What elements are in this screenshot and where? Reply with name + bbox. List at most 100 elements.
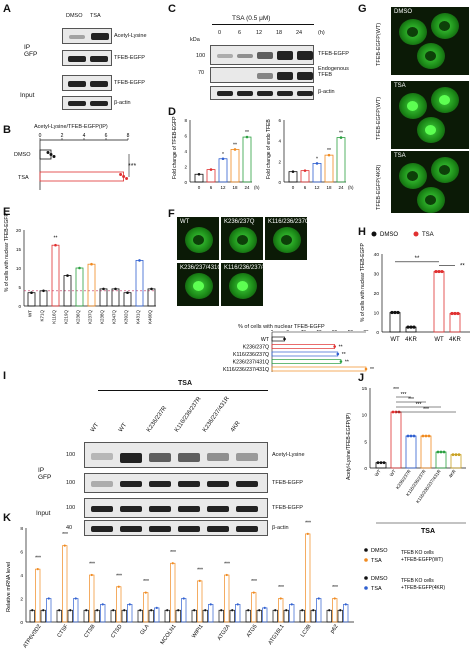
- k-sig: ***: [332, 585, 338, 591]
- k-point: [69, 609, 72, 612]
- e-point: [126, 291, 129, 294]
- j-ytick: 5: [364, 439, 367, 445]
- b-tick-label: 2: [61, 133, 64, 139]
- c-lane-24: 24: [296, 30, 303, 36]
- f-sig: **: [339, 345, 343, 351]
- k-point: [279, 597, 282, 600]
- g-image-2: TSA: [390, 80, 470, 150]
- d-point: [291, 170, 295, 173]
- f-tick: 10: [301, 330, 307, 332]
- b-point: [49, 153, 53, 156]
- b-row-dmso: DMSO: [14, 152, 31, 158]
- k-bar: [62, 545, 68, 623]
- chart-b: 0 2 4 6 8: [39, 133, 130, 190]
- e-point: [102, 287, 105, 291]
- group-a-input: Input: [20, 92, 35, 99]
- i-lane-6: 4KR: [230, 420, 242, 434]
- d-point: [233, 148, 237, 151]
- k-bar: [175, 609, 181, 623]
- b-point: [125, 177, 129, 180]
- h-ytick: 40: [374, 252, 380, 258]
- k-bar: [116, 586, 122, 623]
- d-ytick: 6: [184, 134, 187, 139]
- k-point: [247, 609, 250, 612]
- k-bar: [202, 609, 208, 623]
- d-point: [245, 135, 249, 139]
- k-bar: [197, 580, 203, 623]
- i-group: TSA: [178, 380, 192, 387]
- e-xtick: K460Q: [148, 310, 153, 325]
- h-point: [396, 310, 400, 315]
- c-lane-0: 0: [218, 30, 222, 36]
- d-xtick: 0: [292, 185, 295, 190]
- i-lane-2: WT: [118, 422, 129, 434]
- group-a-ip: IP GFP: [24, 44, 38, 58]
- k-bar: [100, 604, 106, 623]
- f-image-label: K236/237Q: [224, 219, 255, 225]
- h-point: [450, 311, 454, 316]
- d-bar: [312, 163, 322, 183]
- k-bar: [224, 574, 230, 623]
- k-bar: [191, 609, 197, 623]
- d-bar: [324, 154, 334, 183]
- k-point: [47, 597, 50, 600]
- j-bar: [450, 454, 462, 469]
- h-legend-dmso-marker: [371, 231, 377, 237]
- h-point: [412, 325, 416, 329]
- b-title: Acetyl-Lysine/TFEB-EGFP(IP): [34, 124, 108, 130]
- h-point: [406, 325, 410, 329]
- k-bar: [127, 604, 133, 623]
- d-bar: [242, 136, 252, 183]
- k-legend-group1b: +TFEB-EGFP(WT): [401, 557, 443, 563]
- k-xtick: ATP6V0D2: [22, 624, 42, 650]
- k-point: [231, 609, 234, 612]
- k-point: [317, 597, 320, 600]
- k-point: [155, 606, 158, 609]
- k-ytick: 8: [20, 526, 23, 532]
- k-bar: [181, 598, 187, 623]
- k-bar: [46, 598, 52, 623]
- e-xtick: K236Q: [76, 310, 81, 325]
- f-sig: **: [370, 367, 374, 373]
- i-group-input: Input: [36, 510, 51, 517]
- k-point: [42, 609, 45, 612]
- k-point: [101, 603, 104, 606]
- k-point: [328, 609, 331, 612]
- k-bar: [143, 592, 149, 623]
- k-bar: [208, 604, 214, 623]
- f-image-label: K236/237/431Q: [180, 265, 220, 271]
- k-point: [139, 609, 142, 612]
- k-bar: [305, 533, 311, 623]
- f-image-4: K236/237/431Q: [176, 262, 220, 307]
- e-bar: [39, 290, 48, 307]
- k-xtick: CTSB: [83, 623, 97, 639]
- k-point: [31, 609, 34, 612]
- f-row-label: K236/237/431Q: [233, 360, 269, 366]
- f-tick: 5: [286, 330, 289, 332]
- k-point: [285, 609, 288, 612]
- j-point: [454, 453, 458, 457]
- k-bar: [164, 609, 170, 623]
- k-legend-group2b: +TFEB-EGFP(4KR): [401, 585, 445, 591]
- e-point: [66, 274, 69, 277]
- j-sig: ***: [423, 407, 429, 413]
- blot-a-tfeb-ip: [62, 50, 112, 66]
- k-point: [209, 603, 212, 606]
- j-point: [442, 450, 446, 454]
- f-tick: 25: [348, 330, 354, 332]
- d-xtick: 0: [198, 185, 201, 190]
- k-point: [333, 597, 336, 600]
- panel-letter-h: H: [358, 226, 366, 238]
- j-point: [457, 453, 461, 457]
- k-bar: [326, 609, 332, 623]
- h-ylabel: % of cells with nuclear TFEB-EGFP: [360, 243, 366, 322]
- e-xtick: K237Q: [88, 310, 93, 325]
- f-point: [364, 367, 368, 371]
- e-point: [42, 289, 45, 293]
- d-xtick: 24: [244, 185, 250, 190]
- k-sig: ***: [35, 556, 41, 562]
- k-bar: [245, 609, 251, 623]
- k-bar: [121, 609, 127, 623]
- i-blot-1: [84, 442, 268, 468]
- d-bar: [218, 158, 228, 183]
